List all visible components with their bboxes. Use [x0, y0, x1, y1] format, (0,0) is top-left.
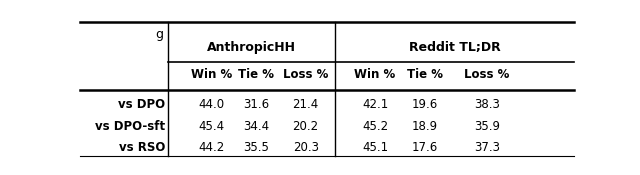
- Text: Tie %: Tie %: [238, 68, 274, 81]
- Text: 18.9: 18.9: [412, 120, 438, 133]
- Text: Tie %: Tie %: [407, 68, 443, 81]
- Text: 21.4: 21.4: [292, 98, 319, 111]
- Text: 38.3: 38.3: [474, 98, 500, 111]
- Text: 19.6: 19.6: [412, 98, 438, 111]
- Text: 31.6: 31.6: [243, 98, 269, 111]
- Text: 44.0: 44.0: [198, 98, 225, 111]
- Text: 34.4: 34.4: [243, 120, 269, 133]
- Text: 17.6: 17.6: [412, 141, 438, 154]
- Text: 45.2: 45.2: [362, 120, 388, 133]
- Text: Reddit TL;DR: Reddit TL;DR: [408, 41, 500, 54]
- Text: vs DPO: vs DPO: [118, 98, 165, 111]
- Text: 20.2: 20.2: [292, 120, 319, 133]
- Text: g: g: [156, 28, 163, 41]
- Text: 37.3: 37.3: [474, 141, 500, 154]
- Text: 42.1: 42.1: [362, 98, 388, 111]
- Text: vs RSO: vs RSO: [119, 141, 165, 154]
- Text: 45.1: 45.1: [362, 141, 388, 154]
- Text: 35.5: 35.5: [243, 141, 269, 154]
- Text: 44.2: 44.2: [198, 141, 225, 154]
- Text: Loss %: Loss %: [464, 68, 509, 81]
- Text: 20.3: 20.3: [292, 141, 319, 154]
- Text: 35.9: 35.9: [474, 120, 500, 133]
- Text: Loss %: Loss %: [283, 68, 328, 81]
- Text: Win %: Win %: [191, 68, 232, 81]
- Text: AnthropicHH: AnthropicHH: [207, 41, 296, 54]
- Text: Win %: Win %: [355, 68, 396, 81]
- Text: 45.4: 45.4: [198, 120, 225, 133]
- Text: vs DPO-sft: vs DPO-sft: [95, 120, 165, 133]
